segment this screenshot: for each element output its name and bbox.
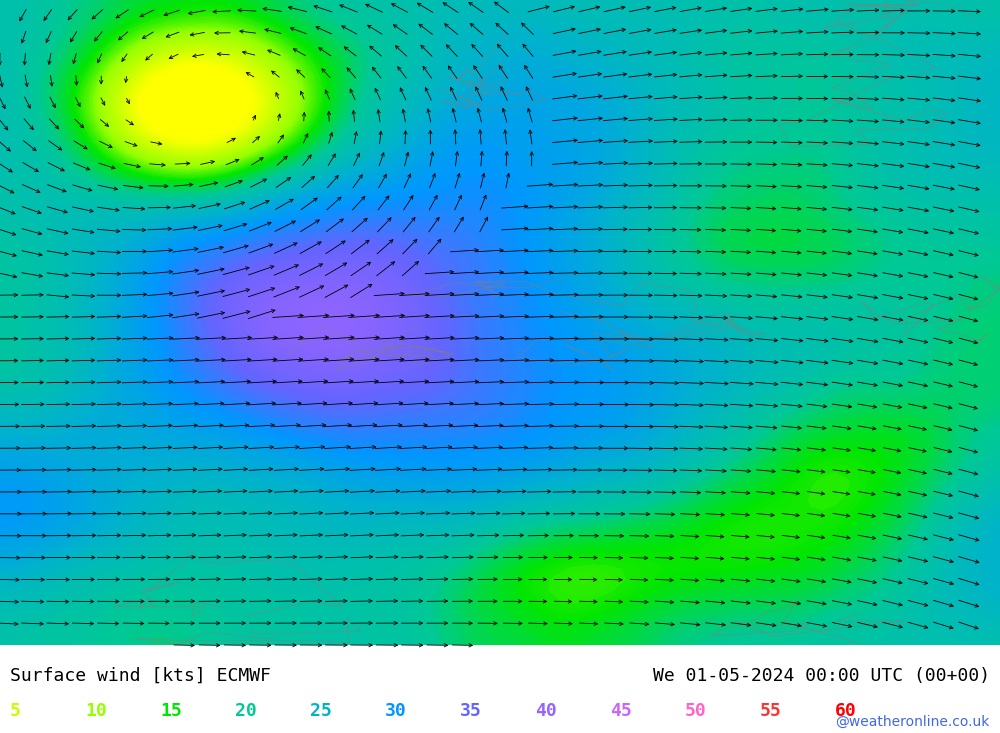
Text: We 01-05-2024 00:00 UTC (00+00): We 01-05-2024 00:00 UTC (00+00): [653, 667, 990, 685]
Text: 60: 60: [835, 701, 857, 720]
Text: 35: 35: [460, 701, 482, 720]
Text: 55: 55: [760, 701, 782, 720]
Text: 45: 45: [610, 701, 632, 720]
Text: 40: 40: [535, 701, 557, 720]
Text: 30: 30: [385, 701, 407, 720]
Text: 15: 15: [160, 701, 182, 720]
Text: 25: 25: [310, 701, 332, 720]
Text: @weatheronline.co.uk: @weatheronline.co.uk: [836, 715, 990, 729]
Text: 5: 5: [10, 701, 21, 720]
Text: Surface wind [kts] ECMWF: Surface wind [kts] ECMWF: [10, 667, 271, 685]
Text: 20: 20: [235, 701, 257, 720]
Text: 10: 10: [85, 701, 107, 720]
Text: 50: 50: [685, 701, 707, 720]
